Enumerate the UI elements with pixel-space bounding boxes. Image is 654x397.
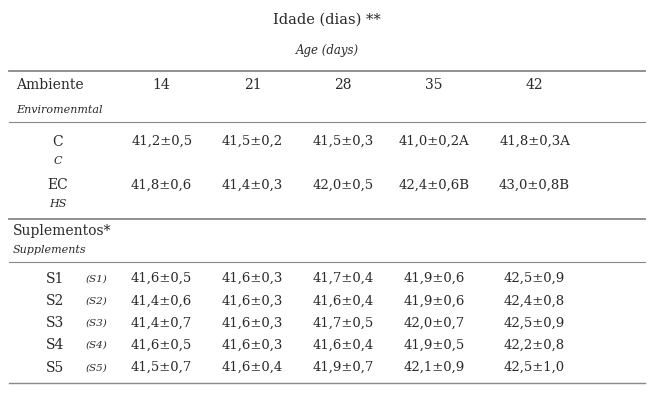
Text: 42,5±0,9: 42,5±0,9 bbox=[504, 316, 565, 330]
Text: Age (days): Age (days) bbox=[296, 44, 358, 57]
Text: 41,8±0,3A: 41,8±0,3A bbox=[499, 135, 570, 148]
Text: S4: S4 bbox=[46, 338, 64, 352]
Text: 14: 14 bbox=[153, 78, 171, 92]
Text: 41,6±0,5: 41,6±0,5 bbox=[131, 272, 192, 285]
Text: Suplementos*: Suplementos* bbox=[12, 224, 111, 237]
Text: 42,0±0,5: 42,0±0,5 bbox=[313, 178, 374, 191]
Text: 41,6±0,3: 41,6±0,3 bbox=[222, 272, 283, 285]
Text: 42: 42 bbox=[526, 78, 543, 92]
Text: 41,9±0,7: 41,9±0,7 bbox=[313, 361, 374, 374]
Text: 42,5±0,9: 42,5±0,9 bbox=[504, 272, 565, 285]
Text: 41,6±0,3: 41,6±0,3 bbox=[222, 338, 283, 351]
Text: Supplements: Supplements bbox=[12, 245, 86, 255]
Text: 41,6±0,4: 41,6±0,4 bbox=[313, 338, 374, 351]
Text: (S3): (S3) bbox=[86, 318, 107, 328]
Text: 28: 28 bbox=[334, 78, 352, 92]
Text: 41,9±0,6: 41,9±0,6 bbox=[404, 295, 465, 308]
Text: 35: 35 bbox=[425, 78, 443, 92]
Text: C: C bbox=[54, 156, 62, 166]
Text: 41,9±0,6: 41,9±0,6 bbox=[404, 272, 465, 285]
Text: HS: HS bbox=[49, 199, 67, 209]
Text: 41,5±0,7: 41,5±0,7 bbox=[131, 361, 192, 374]
Text: 41,6±0,3: 41,6±0,3 bbox=[222, 316, 283, 330]
Text: S5: S5 bbox=[46, 360, 64, 375]
Text: Ambiente: Ambiente bbox=[16, 78, 83, 92]
Text: 41,0±0,2A: 41,0±0,2A bbox=[399, 135, 470, 148]
Text: C: C bbox=[52, 135, 63, 149]
Text: 42,4±0,6B: 42,4±0,6B bbox=[398, 178, 470, 191]
Text: 42,0±0,7: 42,0±0,7 bbox=[404, 316, 464, 330]
Text: 42,5±1,0: 42,5±1,0 bbox=[504, 361, 565, 374]
Text: 41,5±0,2: 41,5±0,2 bbox=[222, 135, 283, 148]
Text: 41,4±0,3: 41,4±0,3 bbox=[222, 178, 283, 191]
Text: S3: S3 bbox=[46, 316, 64, 330]
Text: (S1): (S1) bbox=[86, 274, 107, 283]
Text: Idade (dias) **: Idade (dias) ** bbox=[273, 13, 381, 27]
Text: 41,4±0,6: 41,4±0,6 bbox=[131, 295, 192, 308]
Text: (S2): (S2) bbox=[86, 297, 107, 306]
Text: 43,0±0,8B: 43,0±0,8B bbox=[499, 178, 570, 191]
Text: S2: S2 bbox=[46, 294, 64, 308]
Text: 41,8±0,6: 41,8±0,6 bbox=[131, 178, 192, 191]
Text: 41,5±0,3: 41,5±0,3 bbox=[313, 135, 374, 148]
Text: 41,7±0,5: 41,7±0,5 bbox=[313, 316, 374, 330]
Text: 42,2±0,8: 42,2±0,8 bbox=[504, 338, 565, 351]
Text: (S4): (S4) bbox=[86, 340, 107, 349]
Text: 42,4±0,8: 42,4±0,8 bbox=[504, 295, 565, 308]
Text: (S5): (S5) bbox=[86, 363, 107, 372]
Text: 41,6±0,3: 41,6±0,3 bbox=[222, 295, 283, 308]
Text: 41,6±0,4: 41,6±0,4 bbox=[313, 295, 374, 308]
Text: 41,4±0,7: 41,4±0,7 bbox=[131, 316, 192, 330]
Text: 41,9±0,5: 41,9±0,5 bbox=[404, 338, 464, 351]
Text: Enviromenmtal: Enviromenmtal bbox=[16, 106, 102, 116]
Text: 41,7±0,4: 41,7±0,4 bbox=[313, 272, 374, 285]
Text: EC: EC bbox=[48, 178, 68, 192]
Text: 41,6±0,5: 41,6±0,5 bbox=[131, 338, 192, 351]
Text: 21: 21 bbox=[244, 78, 261, 92]
Text: 42,1±0,9: 42,1±0,9 bbox=[404, 361, 464, 374]
Text: 41,6±0,4: 41,6±0,4 bbox=[222, 361, 283, 374]
Text: 41,2±0,5: 41,2±0,5 bbox=[131, 135, 192, 148]
Text: S1: S1 bbox=[46, 272, 64, 286]
